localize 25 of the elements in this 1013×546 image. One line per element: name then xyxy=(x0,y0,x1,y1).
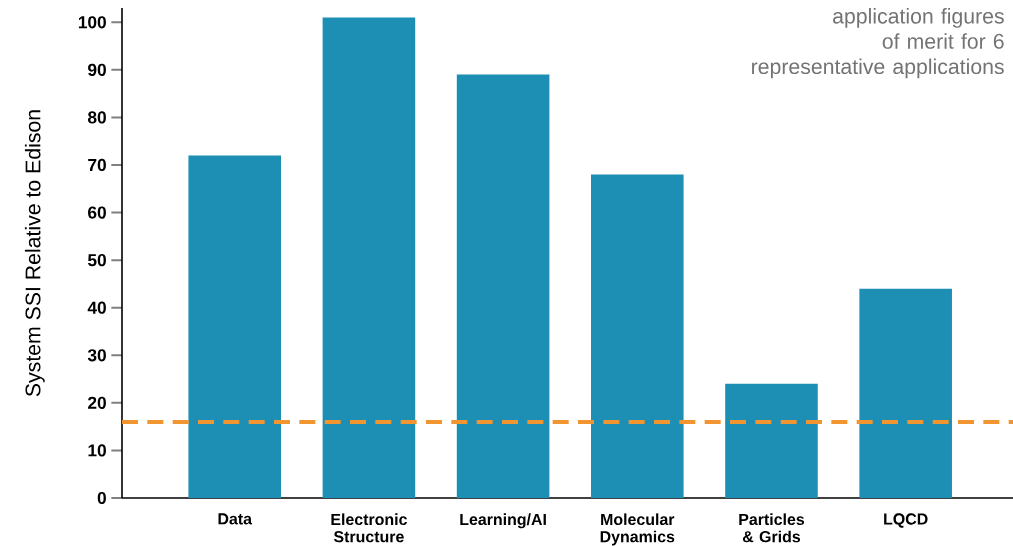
bar xyxy=(188,155,282,498)
y-tick-label: 70 xyxy=(88,158,106,172)
bar xyxy=(322,17,416,498)
y-tick-label: 60 xyxy=(88,206,106,219)
y-axis-title: System SSI Relative to Edison xyxy=(24,110,45,397)
bar xyxy=(725,383,818,498)
y-tick-label: 100 xyxy=(78,16,106,29)
y-tick-label: 50 xyxy=(87,254,106,267)
y-tick-label: 20 xyxy=(88,396,106,409)
annotation: application figures of merit for 6 representative applications xyxy=(752,8,1004,79)
y-tick-label: 30 xyxy=(87,349,106,362)
bar xyxy=(859,288,952,498)
x-tick-label: Electronic Structure xyxy=(331,513,407,543)
x-tick-label: Molecular Dynamics xyxy=(600,513,675,546)
bar xyxy=(591,174,684,498)
x-tick-label: LQCD xyxy=(884,513,928,528)
y-tick-label: 90 xyxy=(88,63,106,76)
y-tick-label: 80 xyxy=(87,111,106,124)
bar xyxy=(456,74,550,498)
x-tick-label: Particles & Grids xyxy=(739,513,805,543)
y-tick-label: 10 xyxy=(88,444,106,457)
x-tick-label: Learning/AI xyxy=(460,513,546,529)
x-tick-label: Data xyxy=(218,513,253,525)
y-tick-label: 40 xyxy=(87,301,106,314)
y-tick-label: 0 xyxy=(97,491,106,505)
